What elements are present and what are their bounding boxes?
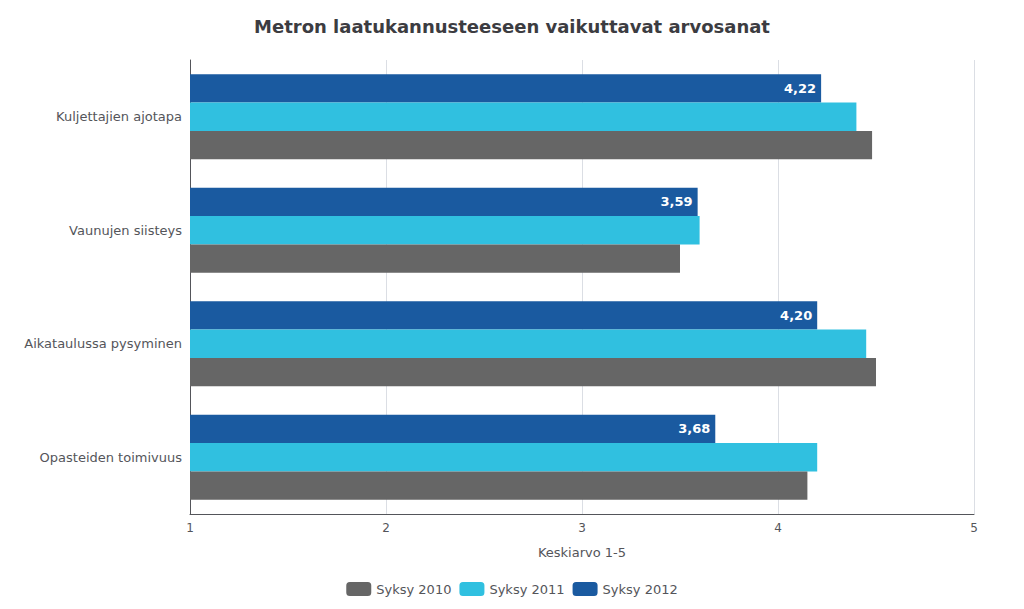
svg-text:Metron laatukannusteeseen vaik: Metron laatukannusteeseen vaikuttavat ar… [254, 16, 770, 37]
svg-text:1: 1 [186, 521, 194, 535]
svg-text:Opasteiden toimivuus: Opasteiden toimivuus [40, 450, 183, 465]
svg-text:3,68: 3,68 [678, 421, 710, 436]
svg-text:Vaunujen siisteys: Vaunujen siisteys [69, 223, 182, 238]
svg-text:5: 5 [970, 521, 978, 535]
svg-text:Kuljettajien ajotapa: Kuljettajien ajotapa [56, 109, 182, 124]
svg-text:2: 2 [382, 521, 390, 535]
svg-text:3: 3 [578, 521, 586, 535]
svg-text:4: 4 [774, 521, 782, 535]
svg-text:Syksy 2010: Syksy 2010 [376, 582, 451, 597]
svg-text:Keskiarvo 1-5: Keskiarvo 1-5 [538, 545, 626, 560]
svg-text:4,20: 4,20 [780, 308, 812, 323]
svg-text:Aikataulussa pysyminen: Aikataulussa pysyminen [24, 336, 182, 351]
svg-text:Syksy 2012: Syksy 2012 [603, 582, 678, 597]
svg-text:4,22: 4,22 [784, 81, 816, 96]
svg-text:3,59: 3,59 [661, 194, 693, 209]
svg-text:Syksy 2011: Syksy 2011 [489, 582, 564, 597]
